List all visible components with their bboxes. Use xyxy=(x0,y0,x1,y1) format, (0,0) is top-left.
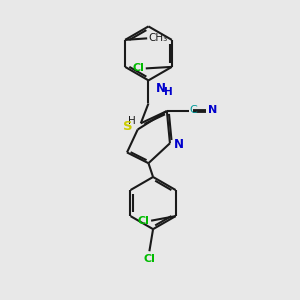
Text: C: C xyxy=(190,105,198,115)
Text: Cl: Cl xyxy=(132,63,144,74)
Text: S: S xyxy=(123,121,133,134)
Text: N: N xyxy=(208,105,217,116)
Text: CH₃: CH₃ xyxy=(148,33,168,43)
Text: Cl: Cl xyxy=(138,216,150,226)
Text: Cl: Cl xyxy=(143,254,155,264)
Text: N: N xyxy=(174,138,184,151)
Text: H: H xyxy=(128,116,135,126)
Text: H: H xyxy=(164,87,172,97)
Text: N: N xyxy=(156,82,166,95)
